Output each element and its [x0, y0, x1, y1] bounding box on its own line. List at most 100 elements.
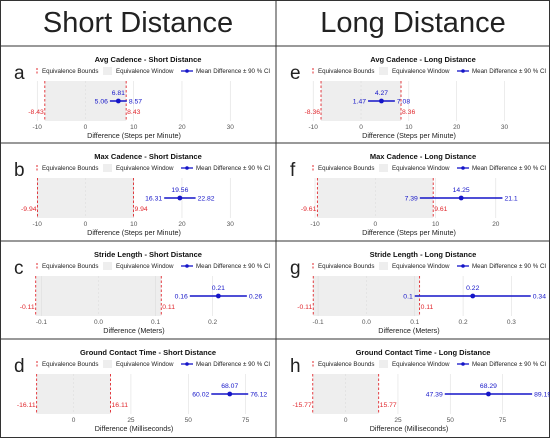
x-tick-label: 20	[178, 124, 186, 131]
x-tick-label: 30	[227, 221, 235, 228]
ci-upper-label: 7.08	[397, 99, 410, 106]
mean-point	[486, 391, 491, 397]
x-axis-label: Difference (Meters)	[378, 326, 439, 335]
legend-mean-swatch-point	[185, 166, 189, 170]
x-tick-label: -0.1	[312, 319, 324, 326]
ci-lower-label: 16.31	[145, 196, 162, 203]
panel-b: b Max Cadence - Short Distance Equivalence…	[14, 152, 270, 237]
mean-point	[227, 391, 233, 397]
x-tick-label: -10	[310, 221, 320, 228]
column-title-short: Short Distance	[42, 7, 234, 39]
plot-title: Ground Contact Time - Short Distance	[80, 348, 216, 357]
plot-title: Avg Cadence - Long Distance	[370, 55, 476, 64]
x-tick-label: 10	[130, 124, 138, 131]
legend-window-label: Equivalence Window	[392, 68, 450, 75]
panel-c: c Stride Length - Short Distance Equivalen…	[14, 250, 270, 335]
x-tick-label: 0	[84, 221, 88, 228]
panel-letter: c	[14, 258, 24, 279]
mean-point	[115, 98, 121, 104]
x-tick-label: 50	[185, 417, 193, 424]
legend-window-swatch	[103, 360, 112, 368]
panel-h: h Ground Contact Time - Long Distance Equi…	[290, 348, 550, 433]
ci-lower-label: 0.1	[403, 294, 413, 301]
equivalence-bound-label: 9.94	[134, 206, 147, 213]
x-tick-label: 75	[499, 417, 507, 424]
legend-mean-label: Mean Difference ± 90 % CI	[196, 165, 270, 172]
legend-window-swatch	[103, 67, 112, 75]
legend: Equivalence Bounds Equivalence Window Mean…	[36, 360, 270, 368]
panel-a: a Avg Cadence - Short Distance Equivalence…	[14, 55, 270, 140]
x-tick-label: 0	[359, 124, 363, 131]
x-tick-label: 20	[178, 221, 186, 228]
plot-title: Max Cadence - Long Distance	[370, 152, 476, 161]
ci-upper-label: 0.26	[249, 294, 262, 301]
legend-window-swatch	[103, 262, 112, 270]
ci-lower-label: 5.06	[95, 99, 108, 106]
x-tick-label: 0	[373, 221, 377, 228]
mean-label: 19.56	[171, 187, 188, 194]
x-tick-label: 0.3	[507, 319, 516, 326]
panel-letter: g	[290, 258, 301, 279]
x-tick-label: 50	[447, 417, 455, 424]
plot-title: Stride Length - Short Distance	[94, 250, 202, 259]
plot-title: Stride Length - Long Distance	[370, 250, 477, 259]
mean-label: 4.27	[375, 90, 388, 97]
legend-bounds-label: Equivalence Bounds	[318, 68, 374, 75]
legend: Equivalence Bounds Equivalence Window Mean…	[312, 262, 546, 270]
ci-upper-label: 89.19	[534, 392, 550, 399]
equivalence-bound-label: -15.77	[292, 402, 311, 409]
x-tick-label: 20	[453, 124, 461, 131]
panel-g: g Stride Length - Long Distance Equivalenc…	[290, 250, 546, 335]
equivalence-bound-label: 9.61	[434, 206, 447, 213]
x-tick-label: 25	[394, 417, 402, 424]
ci-lower-label: 0.16	[175, 294, 188, 301]
panel-letter: a	[14, 63, 25, 84]
plot-title: Avg Cadence - Short Distance	[95, 55, 202, 64]
legend-window-swatch	[379, 67, 388, 75]
mean-label: 68.07	[221, 383, 238, 390]
equivalence-bound-label: 0.11	[421, 304, 434, 311]
legend-mean-label: Mean Difference ± 90 % CI	[472, 165, 546, 172]
legend-mean-swatch-point	[461, 69, 465, 73]
legend: Equivalence Bounds Equivalence Window Mean…	[312, 164, 546, 172]
legend: Equivalence Bounds Equivalence Window Mean…	[312, 67, 546, 75]
legend-window-label: Equivalence Window	[116, 68, 174, 75]
panel-f: f Max Cadence - Long Distance Equivalence …	[290, 152, 546, 237]
ci-upper-label: 22.82	[198, 196, 215, 203]
ci-upper-label: 76.12	[250, 392, 267, 399]
legend-window-swatch	[379, 164, 388, 172]
x-tick-label: 0.2	[208, 319, 217, 326]
equivalence-bound-label: -16.11	[17, 402, 36, 409]
legend-mean-label: Mean Difference ± 90 % CI	[472, 361, 546, 368]
legend-window-label: Equivalence Window	[392, 361, 450, 368]
ci-lower-label: 47.39	[426, 392, 443, 399]
legend-window-label: Equivalence Window	[392, 263, 450, 270]
legend-window-swatch	[103, 164, 112, 172]
mean-point	[379, 98, 384, 104]
x-axis-label: Difference (Milliseconds)	[95, 424, 174, 433]
legend: Equivalence Bounds Equivalence Window Mean…	[36, 164, 270, 172]
legend-window-label: Equivalence Window	[392, 165, 450, 172]
mean-point	[470, 293, 476, 299]
legend-bounds-label: Equivalence Bounds	[42, 263, 98, 270]
legend-bounds-label: Equivalence Bounds	[42, 68, 98, 75]
x-axis-label: Difference (Meters)	[103, 326, 164, 335]
equivalence-bound-label: 16.11	[112, 402, 129, 409]
x-tick-label: 20	[492, 221, 500, 228]
x-tick-label: 0	[84, 124, 88, 131]
equivalence-bound-label: -9.61	[301, 206, 317, 213]
panel-letter: f	[290, 160, 296, 181]
x-tick-label: -10	[33, 124, 43, 131]
mean-point	[177, 195, 183, 201]
legend-mean-label: Mean Difference ± 90 % CI	[196, 68, 270, 75]
equivalence-bound-label: -0.11	[20, 304, 35, 311]
legend-window-label: Equivalence Window	[116, 361, 174, 368]
legend: Equivalence Bounds Equivalence Window Mean…	[312, 360, 546, 368]
legend-mean-label: Mean Difference ± 90 % CI	[196, 263, 270, 270]
x-tick-label: 10	[432, 221, 440, 228]
equivalence-bound-label: 8.36	[402, 109, 415, 116]
mean-label: 6.81	[112, 90, 125, 97]
equivalence-bound-label: 0.11	[162, 304, 175, 311]
x-tick-label: 10	[405, 124, 413, 131]
